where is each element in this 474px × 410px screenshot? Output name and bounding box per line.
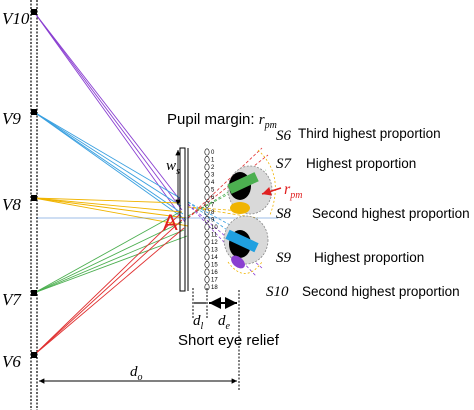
- lens-element-1: [204, 156, 210, 164]
- proportion-label-s9: Highest proportion: [314, 250, 424, 265]
- lens-element-13: [204, 246, 210, 254]
- viewpoint-marker-v10: [31, 9, 37, 15]
- lens-number-5: 5: [211, 188, 215, 194]
- lens-number-10: 10: [211, 225, 218, 231]
- eye-relief-dimensions: dl de Short eye relief: [178, 288, 280, 390]
- ws-label: ws: [166, 158, 180, 177]
- lens-element-6: [204, 193, 210, 201]
- lens-element-9: [204, 216, 210, 224]
- lens-number-3: 3: [211, 173, 215, 179]
- lens-element-0: [204, 148, 210, 156]
- lens-element-12: [204, 238, 210, 246]
- viewpoint-marker-v7: [31, 290, 37, 296]
- ray-v6-1: [33, 219, 183, 356]
- ray-v7-2: [33, 229, 185, 294]
- ray-v6-0: [33, 213, 181, 356]
- ray-v10-0: [33, 11, 181, 201]
- lens-element-11: [204, 231, 210, 239]
- lens-number-11: 11: [211, 233, 218, 239]
- ray-eye-v6-0: [187, 147, 263, 219]
- ray-v9-3: [33, 111, 187, 221]
- do-label: do: [130, 364, 143, 383]
- lens-number-4: 4: [211, 180, 215, 186]
- eye-upper: [227, 165, 273, 215]
- lens-number-14: 14: [211, 255, 218, 261]
- ray-v9-1: [33, 111, 182, 207]
- light-rays: [33, 11, 278, 356]
- ray-v9-2: [33, 111, 184, 215]
- ray-v10-2: [33, 11, 186, 223]
- ray-v8-2: [33, 197, 187, 219]
- lens-element-8: [204, 208, 210, 216]
- lens-number-18: 18: [211, 285, 218, 291]
- lens-element-14: [204, 253, 210, 261]
- lens-number-16: 16: [211, 270, 218, 276]
- do-dimension: do: [39, 364, 237, 384]
- viewpoint-label-v10: V10: [2, 9, 30, 28]
- ray-v10-1: [33, 11, 183, 211]
- proportion-label-s6: Third highest proportion: [298, 126, 441, 141]
- lens-number-8: 8: [211, 210, 215, 216]
- ray-v9-0: [33, 111, 181, 199]
- display-panel: [30, 0, 38, 410]
- lens-element-18: [204, 283, 210, 291]
- viewpoint-label-v9: V9: [2, 109, 21, 128]
- sub-viewpoint-label-s9: S9: [276, 250, 292, 266]
- eye-lower: [223, 215, 269, 269]
- lens-number-6: 6: [211, 195, 215, 201]
- sub-viewpoint-label-s7: S7: [276, 156, 293, 172]
- viewpoint-marker-v9: [31, 109, 37, 115]
- sub-viewpoint-label-s8: S8: [276, 206, 292, 222]
- viewpoint-markers: V10 V9 V8 V7 V6: [2, 9, 37, 371]
- lens-element-5: [204, 186, 210, 194]
- lens-element-17: [204, 275, 210, 283]
- guide-arcs: [227, 149, 276, 274]
- ray-eye-v8-1: [187, 206, 259, 219]
- de-label: de: [218, 313, 231, 332]
- proportion-label-s7: Highest proportion: [306, 156, 416, 171]
- lens-number-15: 15: [211, 263, 218, 269]
- rpm-indicator: rpm: [261, 181, 302, 201]
- lens-number-2: 2: [211, 165, 215, 171]
- short-eye-relief-caption: Short eye relief: [178, 332, 280, 349]
- sub-viewpoint-label-s10: S10: [266, 284, 289, 300]
- point-a-label: A: [163, 210, 178, 235]
- lens-number-17: 17: [211, 278, 218, 284]
- lens-element-4: [204, 178, 210, 186]
- ray-v8-1: [33, 197, 183, 213]
- viewpoint-label-v8: V8: [2, 195, 21, 214]
- viewpoint-marker-v6: [31, 352, 37, 358]
- sub-viewpoint-label-s6: S6: [276, 128, 292, 144]
- lens-element-3: [204, 171, 210, 179]
- dl-label: dl: [193, 313, 204, 332]
- ray-v6-2: [33, 227, 185, 356]
- viewpoint-marker-v8: [31, 195, 37, 201]
- lens-number-1: 1: [211, 158, 215, 164]
- lens-number-13: 13: [211, 248, 218, 254]
- ray-v7-1: [33, 221, 183, 294]
- pupil-margin-title: Pupil margin: rpm: [167, 111, 277, 131]
- viewpoint-label-v7: V7: [2, 290, 22, 309]
- ray-v7-0: [33, 211, 181, 294]
- lens-number-9: 9: [211, 218, 215, 224]
- ws-dimension: ws: [166, 150, 181, 205]
- lens-number-0: 0: [211, 150, 215, 156]
- lens-element-16: [204, 268, 210, 276]
- proportion-label-s8: Second highest proportion: [312, 206, 470, 221]
- rpm-label: rpm: [284, 181, 302, 201]
- lens-number-12: 12: [211, 240, 218, 246]
- ray-v7-3: [33, 235, 188, 294]
- lens-element-2: [204, 163, 210, 171]
- lens-element-7: [204, 201, 210, 209]
- viewpoint-label-v6: V6: [2, 352, 21, 371]
- lens-element-15: [204, 260, 210, 268]
- lens-element-10: [204, 223, 210, 231]
- lens-number-7: 7: [211, 203, 215, 209]
- ray-v8-0: [33, 197, 181, 204]
- sub-viewpoint-labels: S6 Third highest proportion S7 Highest prop…: [266, 126, 470, 300]
- proportion-label-s10: Second highest proportion: [302, 284, 460, 299]
